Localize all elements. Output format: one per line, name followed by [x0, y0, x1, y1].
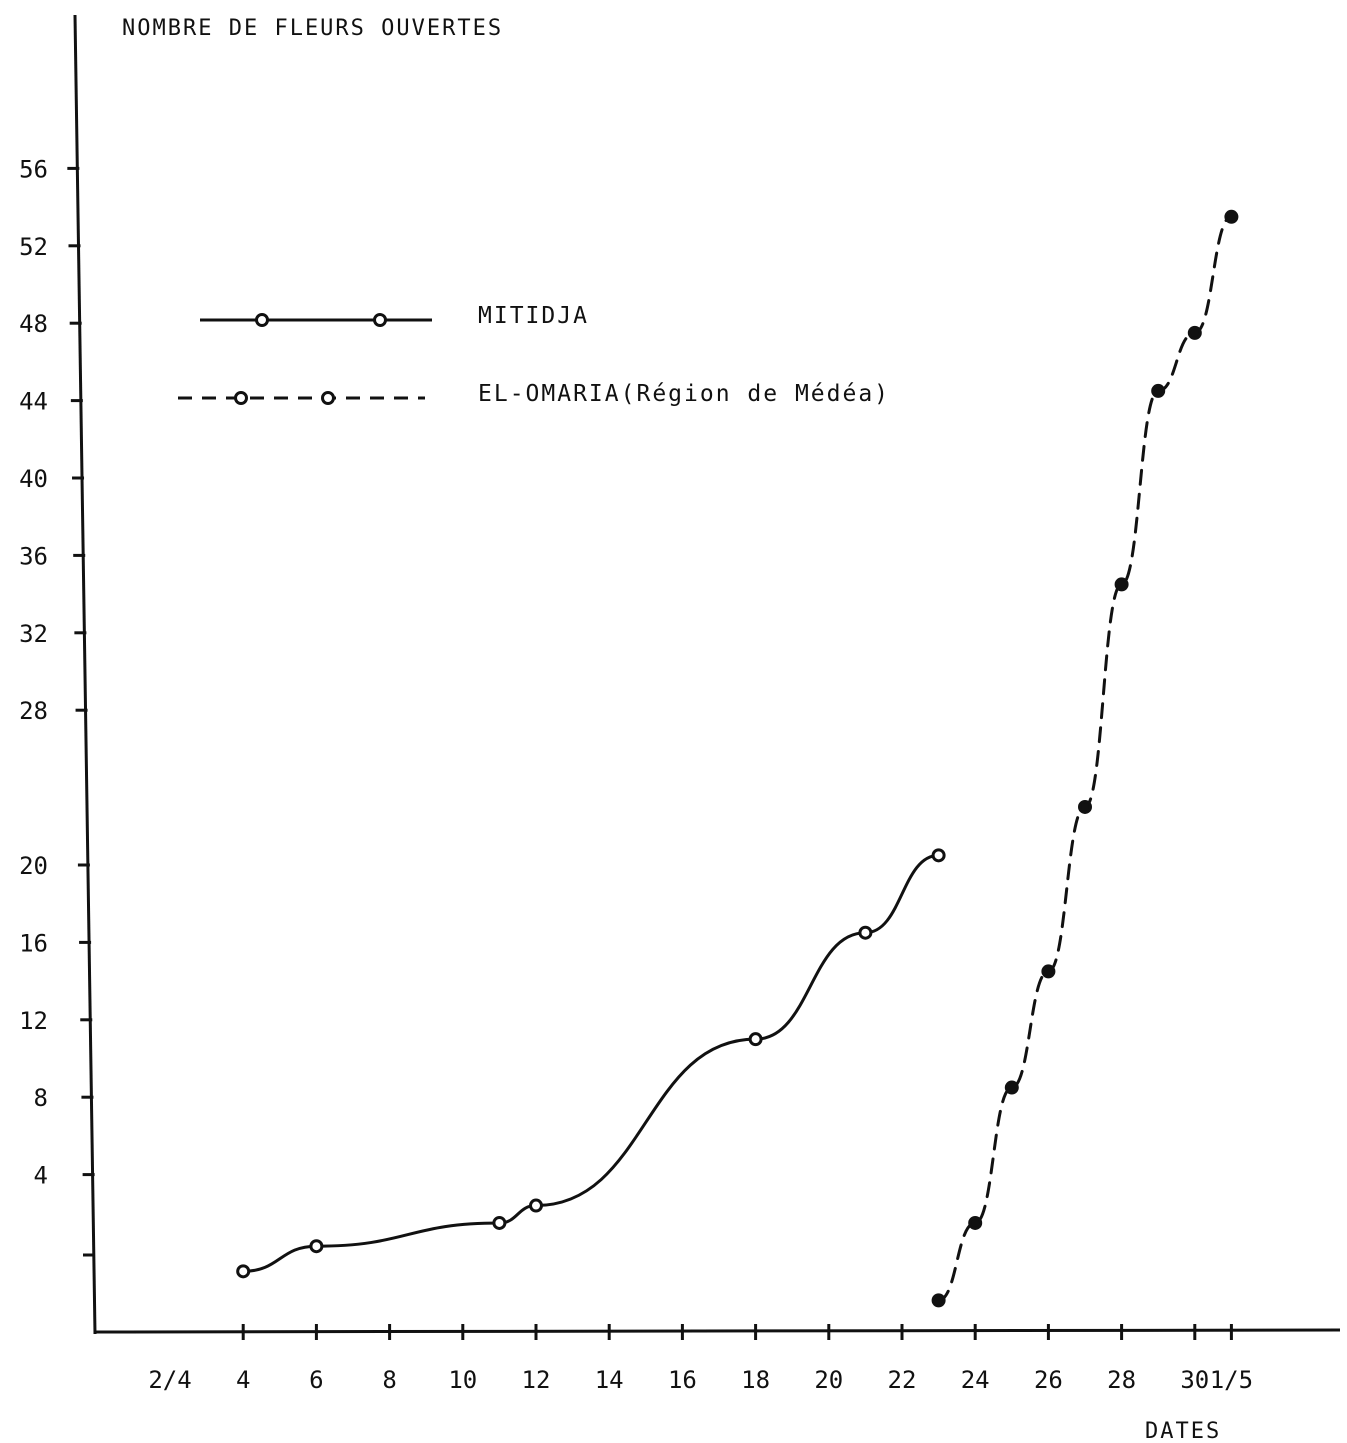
x-tick-label: 18	[741, 1366, 770, 1394]
y-tick-label: 8	[34, 1084, 48, 1112]
x-tick-label: 28	[1107, 1366, 1136, 1394]
y-tick-label: 48	[19, 310, 48, 338]
y-tick-label: 28	[19, 697, 48, 725]
x-tick-label: 14	[595, 1366, 624, 1394]
data-point	[1078, 799, 1092, 814]
x-tick-label: 22	[888, 1366, 917, 1394]
data-point	[492, 1215, 507, 1230]
data-point	[1114, 577, 1129, 592]
x-tick-label: 2/4	[148, 1366, 191, 1394]
x-tick-label: 1/5	[1210, 1366, 1253, 1394]
data-point	[1004, 1080, 1019, 1095]
y-tick-label: 56	[19, 155, 48, 183]
y-tick-label: 32	[19, 620, 48, 648]
y-tick-label: 20	[19, 852, 48, 880]
x-tick-label: 24	[961, 1366, 990, 1394]
series-line-mitidja	[241, 853, 941, 1273]
data-point	[236, 1264, 251, 1279]
x-tick-label: 8	[382, 1366, 396, 1394]
data-point	[931, 1293, 946, 1308]
legend-marker	[234, 391, 248, 405]
data-point	[858, 925, 873, 940]
chart-axes	[73, 14, 1341, 1335]
data-point	[931, 848, 946, 863]
x-tick-label: 10	[448, 1366, 477, 1394]
data-point	[1151, 383, 1166, 398]
y-tick-label: 16	[19, 929, 48, 957]
x-tick-label: 16	[668, 1366, 697, 1394]
data-point	[748, 1032, 763, 1047]
x-tick-label: 26	[1034, 1366, 1063, 1394]
y-axis-line	[73, 14, 97, 1335]
data-point	[968, 1215, 983, 1230]
legend-label: EL-OMARIA(Région de Médéa)	[478, 381, 890, 407]
legend-entry: MITIDJA	[200, 303, 589, 329]
legend-marker	[255, 313, 269, 327]
chart-series	[236, 209, 1239, 1308]
series-line-el-omaria	[937, 215, 1233, 1302]
y-axis-title: NOMBRE DE FLEURS OUVERTES	[122, 16, 503, 41]
y-tick-label: 52	[19, 233, 48, 261]
y-tick-label: 12	[19, 1007, 48, 1035]
x-axis-title: DATES	[1145, 1419, 1221, 1443]
x-axis-line	[94, 1328, 1341, 1334]
x-tick-label: 20	[814, 1366, 843, 1394]
data-point	[529, 1198, 543, 1213]
data-point	[1041, 964, 1056, 979]
legend-marker	[321, 391, 335, 405]
x-tick-label: 6	[309, 1366, 323, 1394]
chart-legend: MITIDJA EL-OMARIA(Région de Médéa)	[178, 303, 890, 407]
x-tick-label: 4	[236, 1366, 250, 1394]
x-tick-label: 12	[522, 1366, 551, 1394]
data-point	[1224, 209, 1239, 224]
y-tick-label: 4	[34, 1162, 48, 1190]
legend-label: MITIDJA	[478, 303, 589, 329]
legend-marker	[373, 313, 387, 327]
y-tick-label: 36	[19, 542, 48, 570]
y-tick-label: 40	[19, 465, 48, 493]
y-tick-label: 44	[19, 388, 48, 416]
data-point	[309, 1239, 324, 1254]
legend-entry: EL-OMARIA(Région de Médéa)	[178, 381, 890, 407]
x-tick-label: 30	[1180, 1366, 1209, 1394]
chart-ticks: 2/4 4 6 8 10 12 14 16 18 20 22 24 26 28 30 1/5481216202…	[19, 155, 1253, 1394]
data-point	[1187, 325, 1202, 340]
